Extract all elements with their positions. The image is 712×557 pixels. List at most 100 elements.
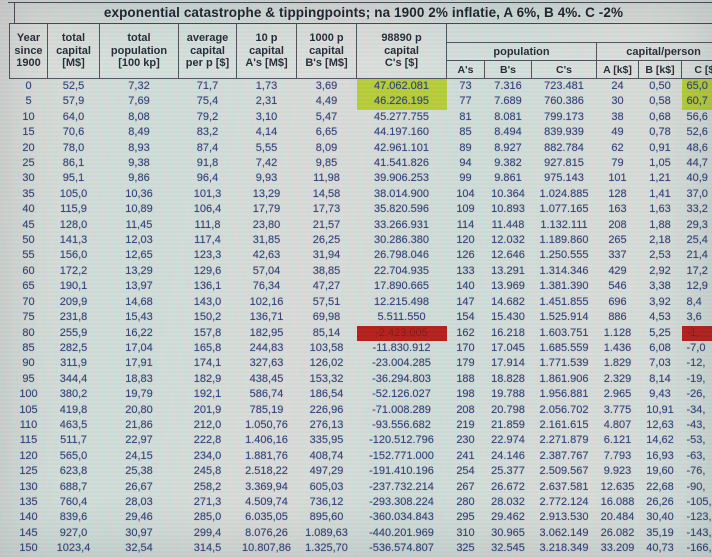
- cell-r28-c3[interactable]: 285,0: [193, 511, 222, 524]
- cell-r9-c11[interactable]: 1,88: [649, 218, 671, 231]
- cell-r30-c9[interactable]: 3.218.349: [539, 542, 589, 555]
- cell-r30-c10[interactable]: 33.209: [600, 542, 635, 555]
- cell-r13-c12[interactable]: 12,9: [686, 280, 708, 293]
- cell-r19-c2[interactable]: 18,83: [125, 372, 153, 385]
- cell-r29-c10[interactable]: 26.082: [600, 526, 635, 539]
- cell-r1-c9[interactable]: 760.386: [544, 95, 584, 108]
- cell-r21-c0[interactable]: 105: [19, 403, 38, 416]
- cell-r19-c3[interactable]: 182,9: [193, 372, 222, 385]
- cell-r23-c0[interactable]: 115: [19, 434, 38, 447]
- cell-r17-c0[interactable]: 85: [22, 341, 35, 354]
- cell-r10-c3[interactable]: 117,4: [194, 234, 221, 247]
- cell-r22-c1[interactable]: 463,5: [59, 418, 88, 431]
- cell-r18-c9[interactable]: 1.771.539: [539, 357, 589, 370]
- cell-r5-c11[interactable]: 1,05: [649, 157, 671, 170]
- cell-r30-c6[interactable]: -536.574.807: [369, 542, 434, 555]
- cell-r4-c5[interactable]: 8,09: [315, 141, 338, 154]
- cell-r18-c0[interactable]: 90: [22, 357, 35, 370]
- cell-r23-c10[interactable]: 6.121: [603, 434, 632, 447]
- cell-r6-c9[interactable]: 975.143: [544, 172, 584, 185]
- cell-r6-c5[interactable]: 11,98: [313, 172, 340, 185]
- cell-r23-c3[interactable]: 222,8: [193, 434, 222, 447]
- cell-r20-c2[interactable]: 19,79: [125, 388, 153, 401]
- cell-r12-c9[interactable]: 1.314.346: [539, 264, 589, 277]
- cell-r26-c7[interactable]: 267: [456, 480, 475, 493]
- cell-r1-c7[interactable]: 77: [459, 95, 472, 108]
- cell-r23-c6[interactable]: -120.512.796: [369, 434, 434, 447]
- cell-r12-c2[interactable]: 13,29: [125, 264, 153, 277]
- cell-r14-c5[interactable]: 57,51: [312, 295, 341, 308]
- cell-r14-c7[interactable]: 147: [456, 295, 475, 308]
- cell-r28-c12[interactable]: -123,: [686, 511, 712, 524]
- cell-r0-c2[interactable]: 7,32: [128, 80, 150, 92]
- cell-r9-c9[interactable]: 1.132.111: [540, 218, 588, 231]
- cell-r15-c6[interactable]: 5.511.550: [377, 311, 426, 324]
- cell-r24-c5[interactable]: 408,74: [309, 449, 344, 462]
- cell-r28-c8[interactable]: 29.462: [491, 511, 525, 524]
- cell-r29-c4[interactable]: 8.076,26: [245, 526, 288, 539]
- cell-r22-c0[interactable]: 110: [19, 418, 38, 431]
- cell-r13-c1[interactable]: 190,1: [59, 280, 88, 293]
- cell-r28-c10[interactable]: 20.484: [600, 511, 635, 524]
- cell-r30-c0[interactable]: 150: [19, 542, 38, 555]
- cell-r13-c2[interactable]: 13,97: [125, 280, 153, 293]
- subheader-population-b[interactable]: B's: [484, 60, 532, 79]
- cell-r9-c8[interactable]: 11.448: [491, 218, 525, 231]
- cell-r27-c8[interactable]: 28.032: [491, 495, 525, 508]
- cell-r16-c0[interactable]: 80: [22, 326, 35, 339]
- cell-r14-c8[interactable]: 14.682: [491, 295, 525, 308]
- cell-r18-c8[interactable]: 17.914: [491, 357, 525, 370]
- cell-r18-c2[interactable]: 17,91: [125, 357, 153, 370]
- cell-r4-c7[interactable]: 89: [459, 141, 472, 154]
- cell-r7-c5[interactable]: 14,58: [312, 187, 341, 200]
- cell-r0-c8[interactable]: 7.316: [494, 80, 522, 92]
- subheader-cpp-a[interactable]: A [k$]: [596, 60, 639, 79]
- cell-r22-c8[interactable]: 21.859: [491, 418, 525, 431]
- cell-r28-c6[interactable]: -360.034.843: [369, 511, 434, 524]
- cell-r8-c3[interactable]: 106,4: [193, 203, 222, 216]
- cell-r30-c12[interactable]: -166,: [686, 542, 712, 555]
- cell-r15-c11[interactable]: 4,53: [649, 311, 671, 324]
- cell-r6-c6[interactable]: 39.906.253: [373, 172, 430, 185]
- cell-r3-c4[interactable]: 4,14: [255, 126, 278, 139]
- cell-r1-c12[interactable]: 60,7: [681, 94, 712, 110]
- cell-r28-c5[interactable]: 895,60: [309, 511, 344, 524]
- cell-r16-c9[interactable]: 1.603.751: [539, 326, 589, 339]
- cell-r9-c3[interactable]: 111,8: [194, 218, 221, 231]
- cell-r14-c2[interactable]: 14,68: [125, 295, 153, 308]
- cell-r1-c11[interactable]: 0,58: [649, 95, 671, 108]
- cell-r3-c2[interactable]: 8,49: [128, 126, 150, 139]
- cell-r20-c10[interactable]: 2.965: [603, 388, 632, 401]
- cell-r9-c7[interactable]: 114: [456, 218, 475, 231]
- cell-r28-c4[interactable]: 6.035,05: [245, 511, 288, 524]
- cell-r28-c9[interactable]: 2.913.530: [539, 511, 589, 524]
- cell-r5-c2[interactable]: 9,38: [128, 157, 150, 170]
- cell-r22-c11[interactable]: 12,63: [646, 418, 674, 431]
- cell-r13-c3[interactable]: 136,1: [193, 280, 222, 293]
- cell-r3-c6[interactable]: 44.197.160: [373, 126, 430, 139]
- cell-r3-c7[interactable]: 85: [459, 126, 472, 139]
- cell-r23-c7[interactable]: 230: [456, 434, 475, 447]
- cell-r14-c10[interactable]: 696: [608, 295, 627, 308]
- cell-r3-c0[interactable]: 15: [22, 126, 35, 139]
- cell-r17-c4[interactable]: 244,83: [249, 341, 284, 354]
- cell-r5-c3[interactable]: 91,8: [196, 157, 219, 170]
- cell-r12-c3[interactable]: 129,6: [193, 264, 222, 277]
- cell-r17-c9[interactable]: 1.685.559: [539, 341, 589, 354]
- cell-r11-c3[interactable]: 123,3: [193, 249, 222, 262]
- cell-r3-c11[interactable]: 0,78: [649, 126, 671, 139]
- cell-r4-c6[interactable]: 42.961.101: [373, 141, 430, 154]
- cell-r4-c4[interactable]: 5,55: [255, 141, 278, 154]
- cell-r10-c7[interactable]: 120: [456, 234, 475, 247]
- cell-r16-c3[interactable]: 157,8: [193, 326, 222, 339]
- cell-r13-c7[interactable]: 140: [456, 280, 475, 293]
- cell-r0-c5[interactable]: 3,69: [315, 80, 338, 92]
- cell-r29-c9[interactable]: 3.062.149: [539, 526, 589, 539]
- cell-r20-c6[interactable]: -52.126.027: [372, 388, 431, 401]
- cell-r12-c8[interactable]: 13.291: [491, 264, 525, 277]
- cell-r22-c6[interactable]: -93.556.682: [372, 418, 431, 431]
- cell-r8-c4[interactable]: 17,79: [252, 203, 281, 216]
- cell-r10-c9[interactable]: 1.189.860: [539, 234, 589, 247]
- cell-r8-c0[interactable]: 40: [22, 203, 35, 216]
- subheader-population-a[interactable]: A's: [446, 60, 485, 79]
